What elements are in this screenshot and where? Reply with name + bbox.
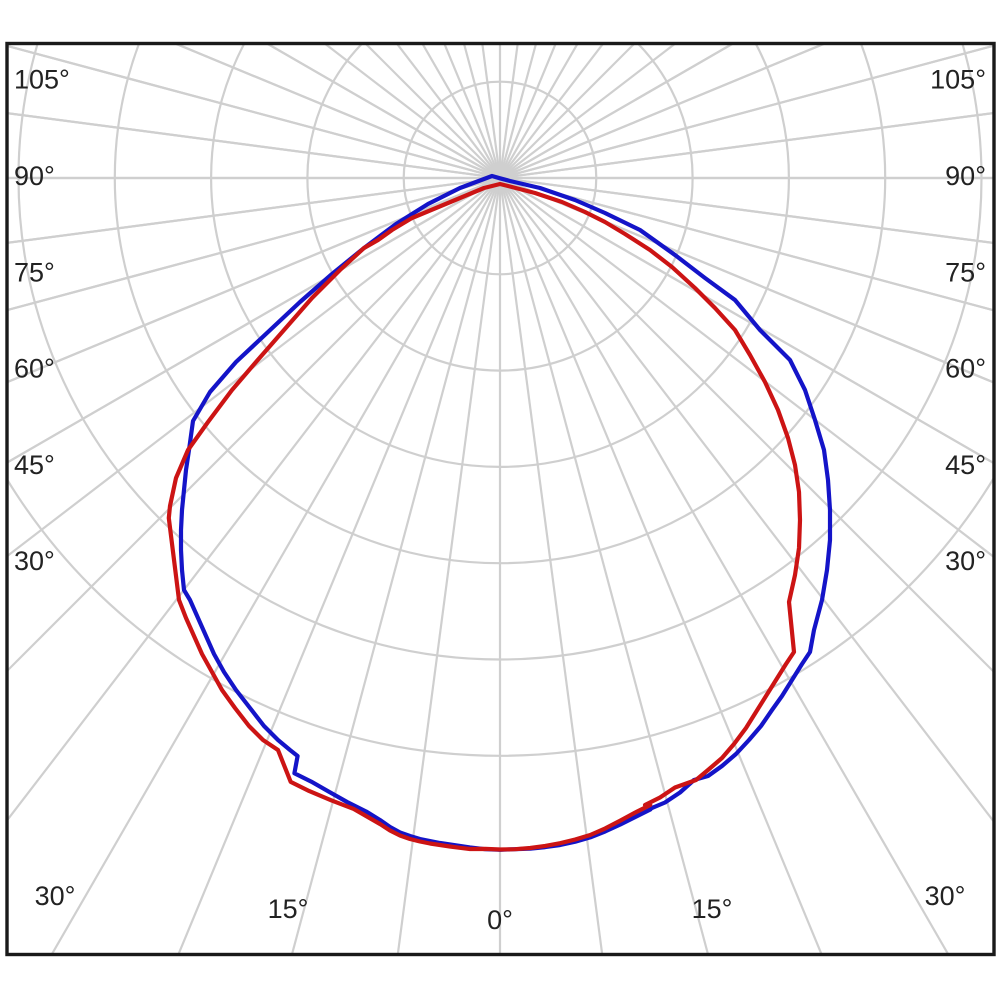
svg-text:60°: 60° (945, 354, 986, 384)
svg-text:105°: 105° (14, 65, 70, 95)
svg-text:30°: 30° (35, 881, 76, 911)
svg-text:30°: 30° (925, 881, 966, 911)
svg-text:15°: 15° (268, 894, 309, 924)
svg-text:15°: 15° (692, 894, 733, 924)
svg-text:45°: 45° (14, 450, 55, 480)
svg-text:0°: 0° (487, 905, 513, 935)
svg-text:30°: 30° (945, 546, 986, 576)
svg-text:75°: 75° (945, 257, 986, 287)
svg-text:45°: 45° (945, 450, 986, 480)
svg-text:75°: 75° (14, 257, 55, 287)
svg-text:90°: 90° (945, 161, 986, 191)
svg-text:90°: 90° (14, 161, 55, 191)
svg-text:30°: 30° (14, 546, 55, 576)
svg-text:60°: 60° (14, 354, 55, 384)
svg-text:105°: 105° (930, 65, 986, 95)
